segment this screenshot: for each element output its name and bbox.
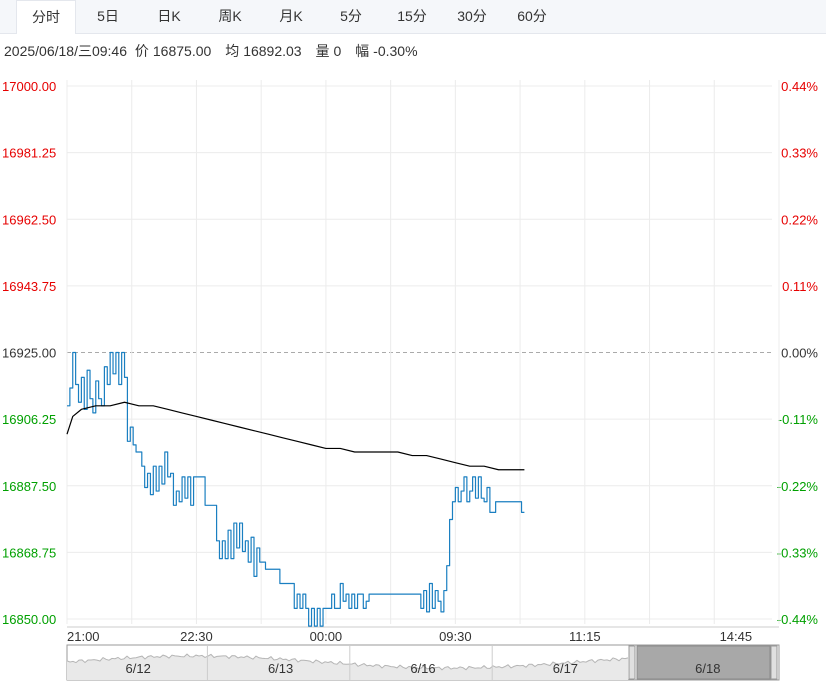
tab-monthly-k[interactable]: 月K bbox=[279, 8, 303, 24]
price-axis-label: 17000.00 bbox=[2, 79, 56, 94]
pct-axis-label: 0.44% bbox=[781, 79, 818, 94]
price-axis-label: 16906.25 bbox=[2, 412, 56, 427]
navigator-date-label: 6/13 bbox=[268, 661, 293, 676]
pct-axis-label: -0.44% bbox=[777, 612, 819, 627]
tab-5day[interactable]: 5日 bbox=[97, 8, 119, 24]
tab-15min[interactable]: 15分 bbox=[397, 8, 427, 24]
navigator-selected-range bbox=[636, 645, 771, 680]
pct-axis-label: 0.22% bbox=[781, 212, 818, 227]
price-line bbox=[67, 351, 525, 627]
price-axis-label: 16925.00 bbox=[2, 346, 56, 361]
pct-axis-label: 0.00% bbox=[781, 346, 818, 361]
navigator-date-label: 6/17 bbox=[553, 661, 578, 676]
time-axis-label: 11:15 bbox=[569, 629, 601, 644]
tab-60min[interactable]: 60分 bbox=[517, 8, 547, 24]
time-axis-label: 00:00 bbox=[310, 629, 343, 644]
navigator-left-handle bbox=[628, 645, 636, 680]
average-price-line bbox=[66, 401, 525, 471]
navigator-date-label: 6/18 bbox=[695, 661, 720, 676]
price-axis-label: 16981.25 bbox=[2, 146, 56, 161]
volume-label: 量 bbox=[315, 43, 330, 59]
intraday-chart[interactable]: 17000.00 0.44% 16981.25 0.33% 16962.50 0.22% 1… bbox=[0, 60, 826, 686]
change-label: 幅 bbox=[355, 43, 370, 59]
price-axis-label: 16868.75 bbox=[2, 545, 56, 560]
navigator-right-handle bbox=[770, 645, 778, 680]
pct-axis-label: -0.22% bbox=[777, 479, 819, 494]
time-axis-label: 09:30 bbox=[439, 629, 472, 644]
avg-label: 均 bbox=[225, 43, 240, 59]
pct-axis-label: -0.33% bbox=[777, 545, 819, 560]
price-label: 价 bbox=[134, 43, 149, 59]
pct-axis-label: 0.33% bbox=[781, 146, 818, 161]
tab-30min[interactable]: 30分 bbox=[457, 8, 487, 24]
time-axis-label: 22:30 bbox=[180, 629, 213, 644]
tab-daily-k[interactable]: 日K bbox=[157, 8, 181, 24]
volume-value: 0 bbox=[333, 43, 342, 59]
time-axis-label: 21:00 bbox=[67, 629, 100, 644]
change-value: -0.30% bbox=[373, 43, 418, 59]
quote-datetime: 2025/06/18/三09:46 bbox=[4, 43, 127, 59]
tab-intraday[interactable]: 分时 bbox=[16, 0, 76, 34]
tab-weekly-k[interactable]: 周K bbox=[218, 8, 242, 24]
price-axis-label: 16962.50 bbox=[2, 212, 56, 227]
pct-axis-label: -0.11% bbox=[778, 412, 819, 427]
navigator-date-label: 6/16 bbox=[410, 661, 435, 676]
tab-5min[interactable]: 5分 bbox=[340, 8, 362, 24]
avg-value: 16892.03 bbox=[243, 43, 302, 59]
navigator-date-label: 6/12 bbox=[126, 661, 151, 676]
pct-axis-label: 0.11% bbox=[782, 279, 818, 294]
price-axis-label: 16943.75 bbox=[2, 279, 56, 294]
price-axis-label: 16887.50 bbox=[2, 479, 56, 494]
price-axis-label: 16850.00 bbox=[2, 612, 56, 627]
price-value: 16875.00 bbox=[152, 43, 212, 59]
navigator-line bbox=[66, 653, 629, 671]
time-axis-label: 14:45 bbox=[720, 629, 753, 644]
period-tab-bar: 分时 5日 日K 周K 月K 5分 15分 30分 60分 bbox=[0, 0, 826, 34]
